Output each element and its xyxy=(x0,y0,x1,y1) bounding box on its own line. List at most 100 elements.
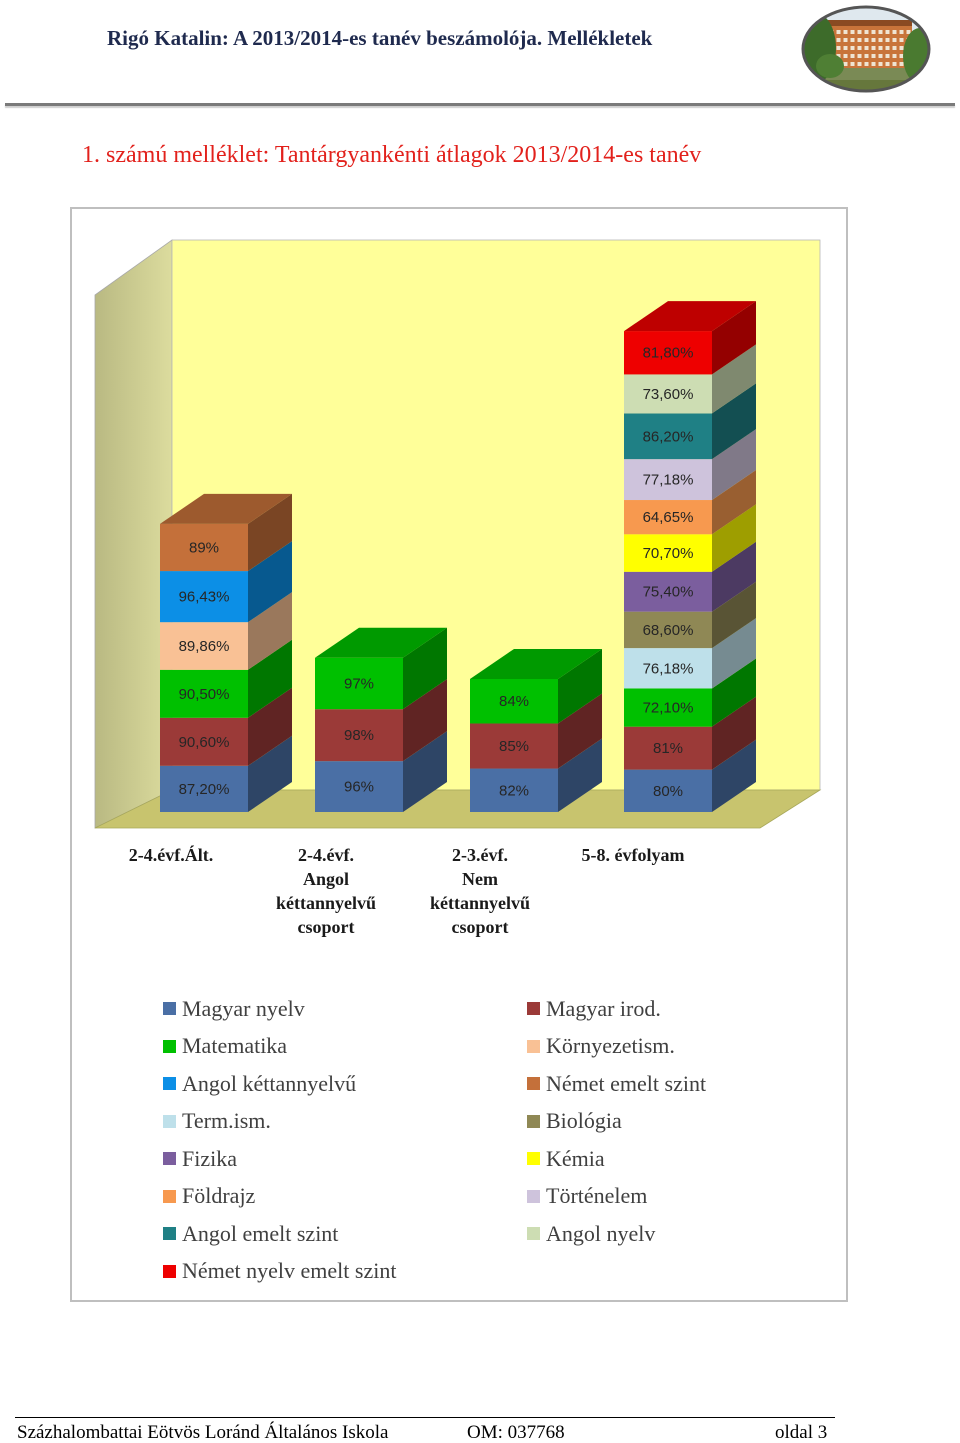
legend-swatch xyxy=(163,1227,176,1241)
data-label: 89,86% xyxy=(179,638,230,655)
footer-om-code: OM: 037768 xyxy=(467,1422,565,1443)
data-label: 84% xyxy=(499,693,529,710)
legend-label: Kémia xyxy=(546,1145,605,1171)
legend-swatch xyxy=(527,1114,540,1128)
legend-label: Földrajz xyxy=(182,1183,256,1209)
data-label: 87,20% xyxy=(179,781,230,798)
legend-swatch xyxy=(527,1002,540,1016)
bar-segment-side xyxy=(248,687,292,766)
chart-legend: Magyar nyelv Magyar irod. Matematika Környe… xyxy=(160,990,844,1290)
bar-segment-side xyxy=(712,739,756,812)
legend-label: Term.ism. xyxy=(182,1108,271,1134)
legend-label: Német nyelv emelt szint xyxy=(182,1258,397,1284)
bar-segment-side xyxy=(558,693,602,769)
legend-item: Matematika xyxy=(160,1028,524,1066)
bar-segment xyxy=(470,678,558,724)
legend-item: Angol emelt szint xyxy=(160,1215,524,1253)
legend-label: Környezetism. xyxy=(546,1033,675,1059)
bar-segment xyxy=(624,534,712,572)
bar-segment-side xyxy=(712,504,756,572)
legend-item: Magyar irod. xyxy=(524,990,844,1028)
data-label: 90,50% xyxy=(179,686,230,703)
legend-swatch xyxy=(527,1152,540,1166)
data-label: 89% xyxy=(189,539,219,556)
bar-top-face xyxy=(160,493,292,524)
header-divider xyxy=(5,103,955,106)
bar-segment-side xyxy=(712,581,756,649)
bar-segment xyxy=(160,523,248,572)
legend-label: Magyar nyelv xyxy=(182,995,305,1021)
bar-segment xyxy=(315,761,403,812)
bar-segment xyxy=(624,648,712,689)
bar-segment-side xyxy=(712,383,756,460)
bar-segment-side xyxy=(712,344,756,414)
bar-segment xyxy=(160,571,248,623)
bar-segment-side xyxy=(403,679,447,762)
legend-item: Angol nyelv xyxy=(524,1215,844,1253)
data-label: 68,60% xyxy=(643,622,694,639)
bar-segment-side xyxy=(248,493,292,572)
bar-segment-side xyxy=(403,627,447,710)
footer-page-number: oldal 3 xyxy=(775,1422,828,1443)
bar-segment-side xyxy=(248,639,292,718)
data-label: 77,18% xyxy=(643,472,694,489)
bar-segment xyxy=(624,571,712,612)
legend-item: Fizika xyxy=(160,1140,524,1178)
bar-segment-side xyxy=(712,429,756,501)
legend-item: Német emelt szint xyxy=(524,1065,844,1103)
legend-swatch xyxy=(527,1227,540,1241)
data-label: 75,40% xyxy=(643,584,694,601)
legend-label: Angol kéttannyelvű xyxy=(182,1070,357,1096)
legend-item: Német nyelv emelt szint xyxy=(160,1253,524,1291)
bar-segment xyxy=(624,611,712,649)
legend-item: Magyar nyelv xyxy=(160,990,524,1028)
legend-swatch xyxy=(163,1264,176,1278)
bar-segment xyxy=(160,765,248,812)
bar-segment-side xyxy=(712,658,756,727)
bar-segment-side xyxy=(248,541,292,623)
legend-swatch xyxy=(163,1002,176,1016)
bar-segment xyxy=(624,374,712,414)
bar-segment-side xyxy=(712,541,756,612)
legend-swatch xyxy=(163,1152,176,1166)
legend-label: Matematika xyxy=(182,1033,288,1059)
x-tick-label: 5-8. évfolyam xyxy=(581,845,685,865)
legend-swatch xyxy=(527,1189,540,1203)
legend-item: Földrajz xyxy=(160,1178,524,1216)
footer-school-name: Százhalombattai Eötvös Loránd Általános … xyxy=(17,1422,389,1443)
bar-segment xyxy=(470,768,558,812)
bar-top-face xyxy=(315,627,447,658)
legend-swatch xyxy=(527,1077,540,1091)
x-tick-label: 2-4.évf.Ált. xyxy=(128,845,214,865)
bar-segment-side xyxy=(403,731,447,812)
x-tick-label: 2-3.évf. Nem kéttannyelvű csoport xyxy=(429,845,530,937)
legend-item: Angol kéttannyelvű xyxy=(160,1065,524,1103)
legend-item: Kémia xyxy=(524,1140,844,1178)
bar-segment-side xyxy=(712,696,756,770)
data-label: 70,70% xyxy=(643,545,694,562)
bar-segment xyxy=(624,413,712,460)
page-title: 1. számú melléklet: Tantárgyankénti átla… xyxy=(82,142,702,168)
bar-segment xyxy=(624,500,712,535)
bar-segment xyxy=(315,709,403,762)
bar-segment xyxy=(160,717,248,766)
x-tick-label: 2-4.évf. Angol kéttannyelvű csoport xyxy=(275,845,376,937)
bar-segment-side xyxy=(712,301,756,375)
header-title: Rigó Katalin: A 2013/2014-es tanév beszá… xyxy=(107,26,653,50)
data-label: 98% xyxy=(344,727,374,744)
bar-segment xyxy=(624,688,712,727)
bar-segment xyxy=(624,459,712,501)
data-label: 64,65% xyxy=(643,509,694,526)
bar-top-face xyxy=(470,648,602,679)
bar-segment xyxy=(470,723,558,769)
chart-plot: 87,20% 90,60% 90,50% 89,86% 96,43% 89% 96% 98% 9… xyxy=(94,239,822,829)
legend-label: Biológia xyxy=(546,1108,622,1134)
data-label: 81,80% xyxy=(643,345,694,362)
data-label: 96% xyxy=(344,779,374,796)
bar-segment-side xyxy=(712,470,756,535)
data-label: 73,60% xyxy=(643,386,694,403)
legend-label: Magyar irod. xyxy=(546,995,661,1021)
bar-segment xyxy=(160,669,248,718)
bar-top-face xyxy=(624,301,756,332)
